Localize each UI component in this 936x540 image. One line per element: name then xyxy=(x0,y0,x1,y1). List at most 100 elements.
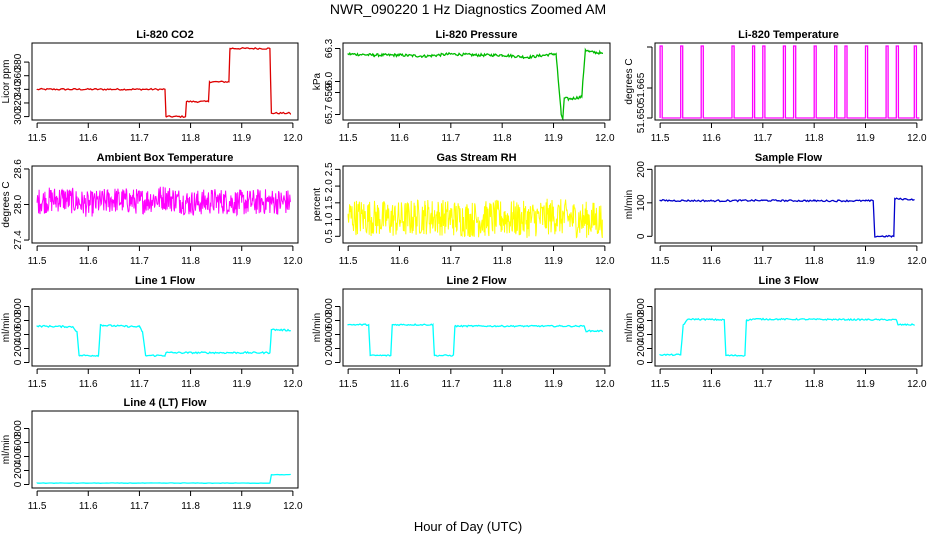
x-tick-label: 11.6 xyxy=(390,256,409,267)
plot-frame xyxy=(342,288,611,367)
y-tick-label: 600 xyxy=(13,312,24,329)
y-tick-label: 200 xyxy=(13,462,24,479)
plot-frame xyxy=(654,165,923,244)
y-tick-label: 51.665 xyxy=(636,72,647,103)
x-tick-label: 11.8 xyxy=(493,379,512,390)
x-tick-label: 11.9 xyxy=(232,256,251,267)
panel-title: Gas Stream RH xyxy=(436,152,516,164)
y-tick-label: 800 xyxy=(636,298,647,315)
x-tick-label: 11.5 xyxy=(28,256,47,267)
panel-title: Li-820 Pressure xyxy=(436,29,518,41)
panel-5: Sample Flow ml/min 11.5 11.6 11.7 11.8 11.9 12.… xyxy=(624,152,927,267)
panel-4: Gas Stream RH percent 11.5 11.6 11.7 11.8 11.9… xyxy=(312,152,615,267)
x-tick-label: 11.5 xyxy=(28,133,47,144)
plot-frame xyxy=(654,288,923,367)
panel-8: Line 3 Flow ml/min 11.5 11.6 11.7 11.8 11.9 12.… xyxy=(624,275,927,390)
y-axis-label: percent xyxy=(312,188,323,222)
panel-title: Line 1 Flow xyxy=(135,275,195,287)
x-tick-label: 11.7 xyxy=(441,133,460,144)
y-tick-label: 600 xyxy=(636,312,647,329)
x-tick-label: 11.9 xyxy=(544,133,563,144)
x-tick-label: 11.6 xyxy=(390,379,409,390)
y-tick-label: 200 xyxy=(636,340,647,357)
panel-7: Line 2 Flow ml/min 11.5 11.6 11.7 11.8 11.9 12.… xyxy=(312,275,615,390)
y-tick-label: 1.5 xyxy=(324,195,335,209)
figure-title: NWR_090220 1 Hz Diagnostics Zoomed AM xyxy=(330,1,606,17)
y-tick-label: 380 xyxy=(13,53,24,70)
panel-title: Line 2 Flow xyxy=(447,275,507,287)
y-tick-label: 65.9 xyxy=(324,82,335,102)
y-tick-label: 200 xyxy=(13,340,24,357)
y-tick-label: 65.7 xyxy=(324,104,335,124)
panel-title: Line 4 (LT) Flow xyxy=(124,397,207,409)
y-tick-label: 800 xyxy=(13,420,24,437)
x-tick-label: 11.6 xyxy=(702,256,721,267)
x-tick-label: 11.9 xyxy=(856,256,875,267)
x-tick-label: 11.9 xyxy=(856,379,875,390)
x-tick-label: 11.5 xyxy=(339,379,358,390)
y-tick-label: 600 xyxy=(13,434,24,451)
y-tick-label: 28.0 xyxy=(13,194,24,214)
x-tick-label: 11.7 xyxy=(441,256,460,267)
x-tick-label: 11.8 xyxy=(805,133,824,144)
y-axis-label: kPa xyxy=(312,72,323,90)
x-tick-label: 11.5 xyxy=(28,379,47,390)
x-tick-label: 11.5 xyxy=(651,379,670,390)
y-tick-label: 340 xyxy=(13,81,24,98)
plot-frame xyxy=(31,42,299,121)
x-tick-label: 11.6 xyxy=(390,133,409,144)
x-tick-label: 11.6 xyxy=(79,133,98,144)
x-tick-label: 12.0 xyxy=(283,379,303,390)
y-tick-label: 27.4 xyxy=(13,230,24,250)
x-tick-label: 12.0 xyxy=(283,256,303,267)
x-tick-label: 11.9 xyxy=(232,501,251,512)
x-tick-label: 11.7 xyxy=(753,379,772,390)
x-tick-label: 12.0 xyxy=(595,379,615,390)
x-tick-label: 11.5 xyxy=(339,133,358,144)
series-line xyxy=(659,45,920,119)
y-tick-label: 400 xyxy=(636,326,647,343)
series-line xyxy=(36,46,291,119)
y-tick-label: 400 xyxy=(324,326,335,343)
y-tick-label: 2.5 xyxy=(324,162,335,176)
panel-1: Li-820 Pressure kPa 11.5 11.6 11.7 11.8 11.9 12… xyxy=(312,29,615,144)
x-tick-label: 11.8 xyxy=(805,256,824,267)
y-tick-label: 0 xyxy=(636,359,647,365)
panels: Li-820 CO2 Licor ppm 11.5 11.6 11.7 11.8 11.9 1… xyxy=(1,29,927,512)
y-axis-label: ml/min xyxy=(1,435,12,464)
x-tick-label: 11.6 xyxy=(79,256,98,267)
x-tick-label: 11.8 xyxy=(181,379,200,390)
x-tick-label: 11.9 xyxy=(856,133,875,144)
y-tick-label: 300 xyxy=(13,108,24,125)
plot-frame xyxy=(31,165,299,244)
series-line xyxy=(36,323,291,358)
y-tick-label: 100 xyxy=(636,194,647,211)
y-tick-label: 28.6 xyxy=(13,159,24,179)
plot-frame xyxy=(342,42,611,121)
x-tick-label: 11.7 xyxy=(753,256,772,267)
x-tick-label: 11.6 xyxy=(702,379,721,390)
y-tick-label: 0 xyxy=(13,481,24,487)
panel-6: Line 1 Flow ml/min 11.5 11.6 11.7 11.8 11.9 12.… xyxy=(1,275,303,390)
y-axis-label: ml/min xyxy=(312,313,323,342)
x-tick-label: 11.7 xyxy=(130,379,149,390)
y-tick-label: 600 xyxy=(324,312,335,329)
y-axis-label: Licor ppm xyxy=(1,60,12,104)
x-tick-label: 11.8 xyxy=(181,501,200,512)
x-tick-label: 11.5 xyxy=(339,256,358,267)
plot-frame xyxy=(31,410,299,489)
x-tick-label: 11.5 xyxy=(651,133,670,144)
plot-frame xyxy=(31,288,299,367)
x-tick-label: 11.7 xyxy=(130,133,149,144)
y-tick-label: 0 xyxy=(13,359,24,365)
y-tick-label: 400 xyxy=(13,326,24,343)
x-tick-label: 11.7 xyxy=(130,256,149,267)
y-tick-label: 800 xyxy=(13,298,24,315)
y-tick-label: 800 xyxy=(324,298,335,315)
x-tick-label: 11.5 xyxy=(651,256,670,267)
y-tick-label: 51.650 xyxy=(636,102,647,133)
y-tick-label: 1.0 xyxy=(324,212,335,226)
panel-9: Line 4 (LT) Flow ml/min 11.5 11.6 11.7 11.8 11… xyxy=(1,397,303,512)
y-tick-label: 200 xyxy=(324,340,335,357)
